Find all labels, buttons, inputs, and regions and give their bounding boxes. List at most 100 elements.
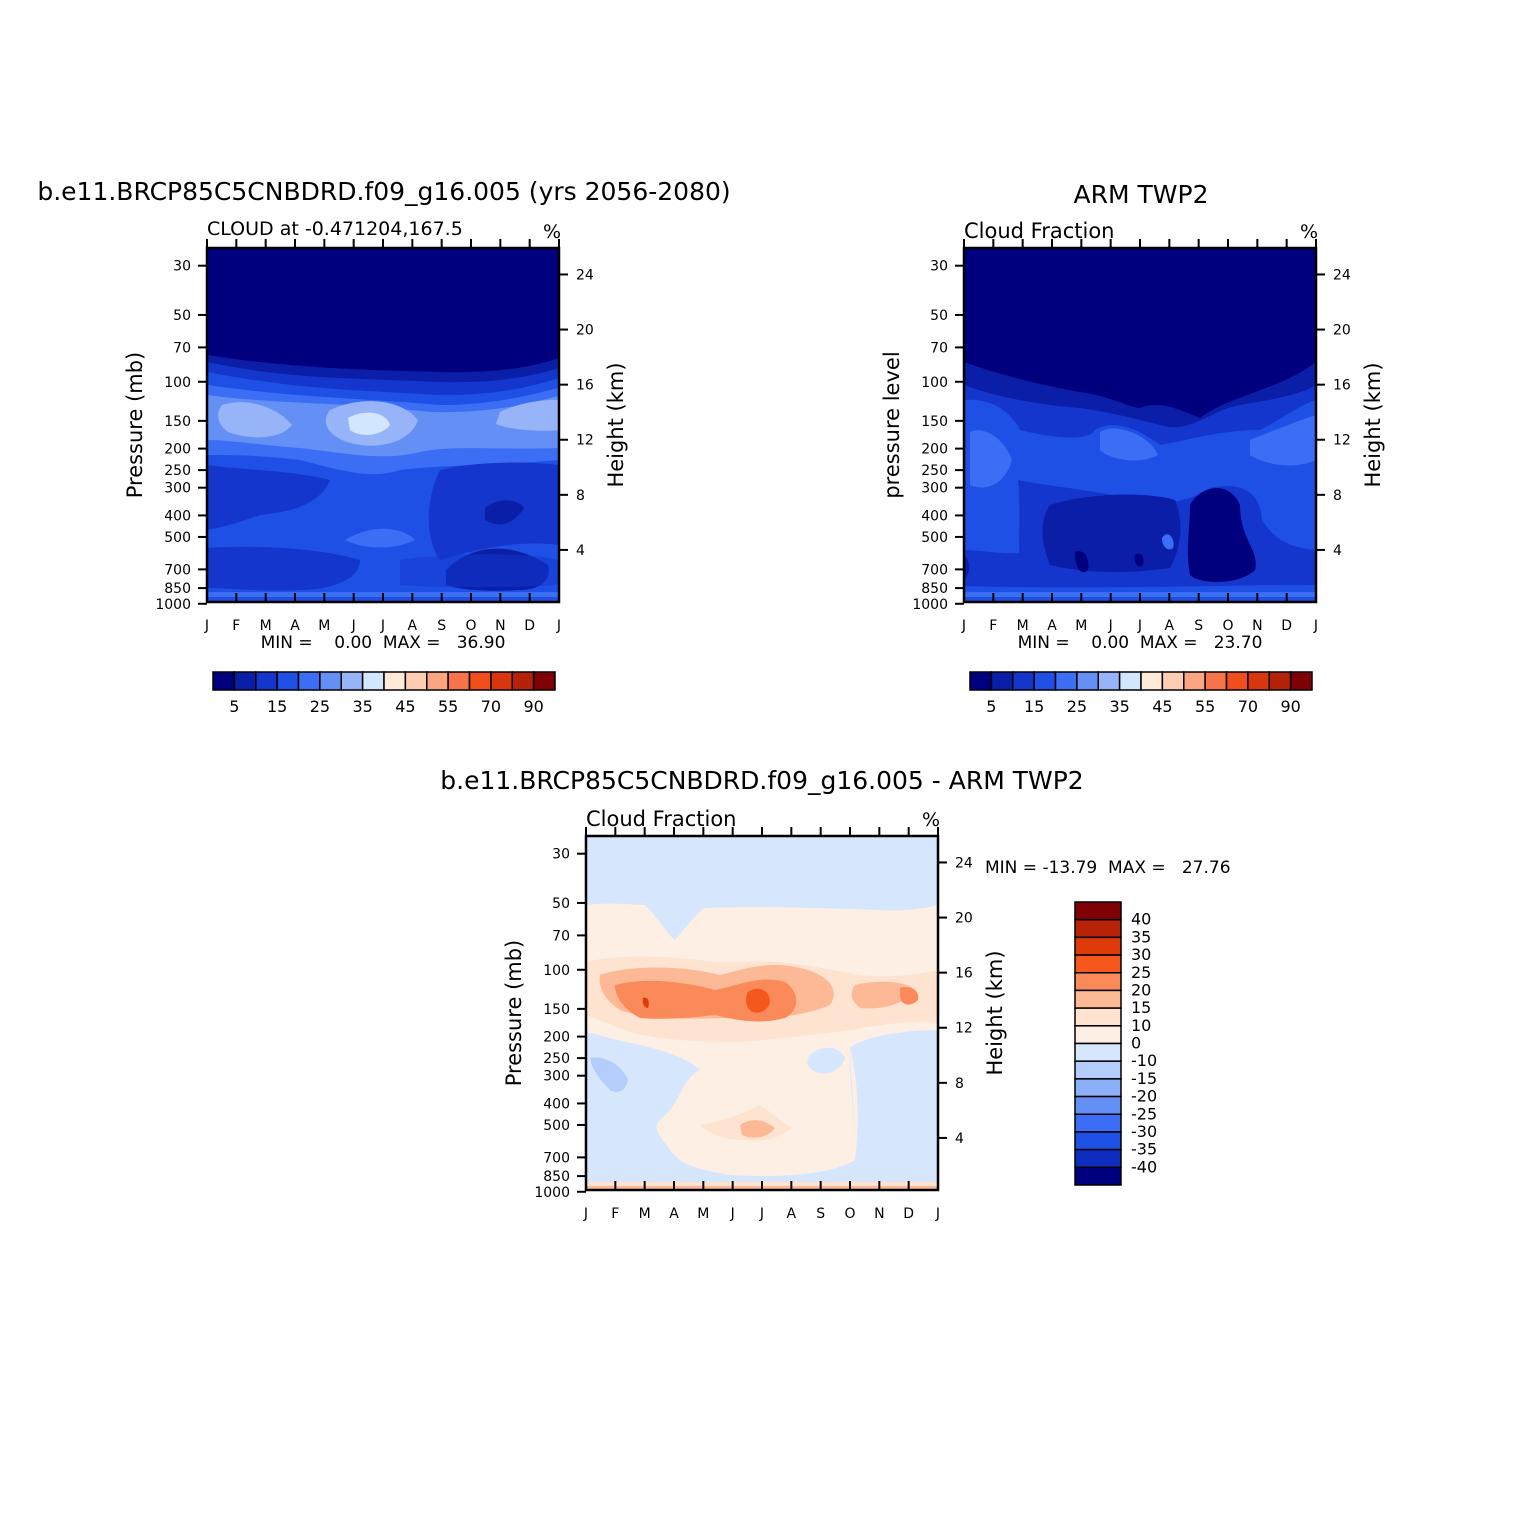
y-tick-label: 1000 bbox=[912, 597, 948, 613]
panel1-y-axis-right: 24 20 16 12 8 4 bbox=[559, 267, 594, 559]
panel1-units: % bbox=[543, 221, 561, 243]
colorbar-swatch bbox=[1074, 1078, 1122, 1098]
panel3-stats: MIN = -13.79 MAX = 27.76 bbox=[985, 858, 1231, 878]
y-tick-right-label: 12 bbox=[1333, 433, 1351, 449]
panel3-title: b.e11.BRCP85C5CNBDRD.f09_g16.005 - ARM T… bbox=[440, 766, 1083, 795]
colorbar-label: 20 bbox=[1131, 980, 1151, 999]
x-tick-label: D bbox=[903, 1206, 914, 1222]
x-tick-label: J bbox=[351, 618, 356, 634]
panel3-contours bbox=[586, 836, 938, 1190]
y-tick-right-label: 16 bbox=[1333, 378, 1351, 394]
colorbar-swatch bbox=[340, 671, 364, 691]
y-tick-right-label: 12 bbox=[576, 433, 594, 449]
x-tick-label: J bbox=[961, 618, 966, 634]
y-tick-label: 150 bbox=[921, 414, 948, 430]
x-tick-label: S bbox=[816, 1206, 825, 1222]
y-tick-right-label: 4 bbox=[1333, 543, 1342, 559]
colorbar-label: 90 bbox=[523, 697, 543, 716]
x-tick-label: S bbox=[1194, 618, 1203, 634]
colorbar-swatch bbox=[319, 671, 342, 691]
x-tick-label: O bbox=[844, 1206, 855, 1222]
colorbar-swatch bbox=[1074, 954, 1122, 974]
y-tick-label: 1000 bbox=[155, 597, 191, 613]
panel1-ylabel: Pressure (mb) bbox=[123, 352, 147, 499]
colorbar-swatch bbox=[1097, 671, 1121, 691]
colorbar-label: -20 bbox=[1131, 1087, 1157, 1106]
colorbar-label: 0 bbox=[1131, 1034, 1141, 1053]
x-tick-label: O bbox=[465, 618, 476, 634]
colorbar-swatch bbox=[1183, 671, 1206, 691]
y-tick-right-label: 20 bbox=[1333, 323, 1351, 339]
colorbar-label: 45 bbox=[1152, 697, 1172, 716]
y-tick-right-label: 4 bbox=[576, 543, 585, 559]
panel2-stats: MIN = 0.00 MAX = 23.70 bbox=[1018, 633, 1263, 653]
y-tick-label: 300 bbox=[921, 481, 948, 497]
y-tick-label: 50 bbox=[552, 896, 570, 912]
x-tick-label: J bbox=[759, 1206, 764, 1222]
panel2-colorbar: 5 15 25 35 45 55 70 90 bbox=[969, 671, 1313, 716]
y-tick-label: 30 bbox=[552, 847, 570, 863]
panel3-units: % bbox=[922, 809, 940, 831]
y-tick-right-label: 24 bbox=[576, 267, 594, 283]
y-tick-right-label: 16 bbox=[955, 966, 973, 982]
colorbar-label: 15 bbox=[267, 697, 287, 716]
colorbar-swatch bbox=[447, 671, 471, 691]
panel1-title: b.e11.BRCP85C5CNBDRD.f09_g16.005 (yrs 20… bbox=[37, 177, 730, 206]
y-tick-right-label: 8 bbox=[955, 1076, 964, 1092]
colorbar-swatch bbox=[532, 671, 556, 691]
panel1-contours bbox=[207, 248, 559, 602]
panel2-subtitle: Cloud Fraction bbox=[964, 219, 1115, 243]
colorbar-swatch bbox=[1074, 1042, 1122, 1062]
colorbar-swatch bbox=[404, 671, 428, 691]
colorbar-swatch bbox=[383, 671, 407, 691]
y-tick-label: 30 bbox=[930, 259, 948, 275]
y-tick-label: 250 bbox=[921, 463, 948, 479]
y-tick-label: 100 bbox=[921, 375, 948, 391]
colorbar-label: -25 bbox=[1131, 1104, 1157, 1123]
colorbar-swatch bbox=[297, 671, 321, 691]
y-tick-right-label: 12 bbox=[955, 1021, 973, 1037]
colorbar-label: 30 bbox=[1131, 945, 1151, 964]
panel3-ylabel-right: Height (km) bbox=[983, 950, 1007, 1075]
colorbar-swatch bbox=[1074, 989, 1122, 1009]
colorbar-swatch bbox=[990, 671, 1014, 691]
colorbar-label: 5 bbox=[229, 697, 239, 716]
x-tick-label: D bbox=[524, 618, 535, 634]
colorbar-swatch bbox=[1074, 1131, 1122, 1151]
colorbar-swatch bbox=[1012, 671, 1035, 691]
x-tick-label: J bbox=[730, 1206, 735, 1222]
colorbar-label: 25 bbox=[1067, 697, 1087, 716]
y-tick-label: 300 bbox=[543, 1069, 570, 1085]
colorbar-swatch bbox=[1289, 671, 1313, 691]
y-tick-label: 150 bbox=[164, 414, 191, 430]
x-tick-label: J bbox=[1313, 618, 1318, 634]
colorbar-swatch bbox=[1074, 1166, 1122, 1186]
colorbar-label: 45 bbox=[395, 697, 415, 716]
x-tick-label: A bbox=[408, 618, 418, 634]
panel2-ylabel: pressure level bbox=[880, 351, 904, 498]
colorbar-swatch bbox=[1074, 1007, 1122, 1027]
x-tick-label: J bbox=[1137, 618, 1142, 634]
x-tick-label: D bbox=[1281, 618, 1292, 634]
panel1-subtitle: CLOUD at -0.471204,167.5 bbox=[207, 218, 463, 240]
colorbar-swatch bbox=[276, 671, 300, 691]
colorbar-swatch bbox=[1204, 671, 1228, 691]
x-tick-label: F bbox=[232, 618, 240, 634]
y-tick-label: 400 bbox=[164, 508, 191, 524]
colorbar-swatch bbox=[511, 671, 535, 691]
colorbar-label: 35 bbox=[352, 697, 372, 716]
panel1-stats: MIN = 0.00 MAX = 36.90 bbox=[261, 633, 506, 653]
colorbar-label: 55 bbox=[1195, 697, 1215, 716]
y-tick-right-label: 20 bbox=[955, 911, 973, 927]
colorbar-swatch bbox=[1074, 1113, 1122, 1133]
colorbar-label: -40 bbox=[1131, 1157, 1157, 1176]
y-tick-label: 200 bbox=[164, 442, 191, 458]
panel2-title: ARM TWP2 bbox=[1074, 180, 1209, 209]
x-tick-label: M bbox=[1075, 618, 1087, 634]
y-tick-label: 400 bbox=[921, 508, 948, 524]
colorbar-label: 90 bbox=[1280, 697, 1300, 716]
x-tick-label: M bbox=[697, 1206, 709, 1222]
